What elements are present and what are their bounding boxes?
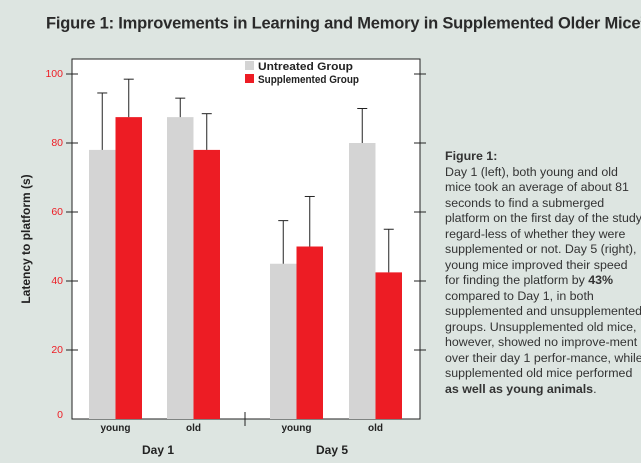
y-tick-label: 60 xyxy=(51,206,63,218)
bar-untreated-0 xyxy=(89,149,116,419)
legend-swatch-untreated xyxy=(245,61,254,70)
bar-untreated-2 xyxy=(270,263,297,419)
x-tick-label: old xyxy=(368,423,383,434)
legend-swatch-supplemented xyxy=(245,74,254,83)
figure-title-text: Figure 1: Improvements in Learning and M… xyxy=(46,14,641,33)
caption-text-1: Day 1 (left), both young and old mice to… xyxy=(445,164,641,288)
caption-text-2: compared to Day 1, in both supplemented … xyxy=(445,288,641,381)
x-tick-label: old xyxy=(186,423,201,434)
bar-supplemented-3 xyxy=(375,272,402,419)
caption-bold-2: as well as young animals xyxy=(445,381,594,396)
group-label-day1: Day 1 xyxy=(142,443,174,457)
group-label-day5: Day 5 xyxy=(316,443,348,457)
y-tick-label: 80 xyxy=(51,137,63,149)
caption-text-3: . xyxy=(593,381,597,396)
figure-caption: Figure 1: Day 1 (left), both young and o… xyxy=(445,149,641,397)
y-tick-label: 20 xyxy=(51,344,63,356)
x-tick-label: young xyxy=(101,423,131,434)
bar-untreated-1 xyxy=(167,117,194,419)
legend-label-supplemented: Supplemented Group xyxy=(258,74,359,86)
y-tick-label: 40 xyxy=(51,275,63,287)
y-tick-label: 100 xyxy=(45,68,63,80)
bar-untreated-3 xyxy=(349,143,376,419)
bar-supplemented-2 xyxy=(296,246,323,419)
legend-label-untreated: Untreated Group xyxy=(258,61,353,73)
y-axis-label: Latency to platform (s) xyxy=(19,174,33,303)
x-tick-label: young xyxy=(282,423,312,434)
caption-bold-1: 43% xyxy=(588,273,614,287)
bar-supplemented-1 xyxy=(193,149,220,419)
bar-supplemented-0 xyxy=(115,117,142,419)
legend: Untreated Group Supplemented Group xyxy=(245,61,359,86)
caption-heading: Figure 1: xyxy=(445,149,498,163)
y-tick-label: 0 xyxy=(57,409,63,421)
